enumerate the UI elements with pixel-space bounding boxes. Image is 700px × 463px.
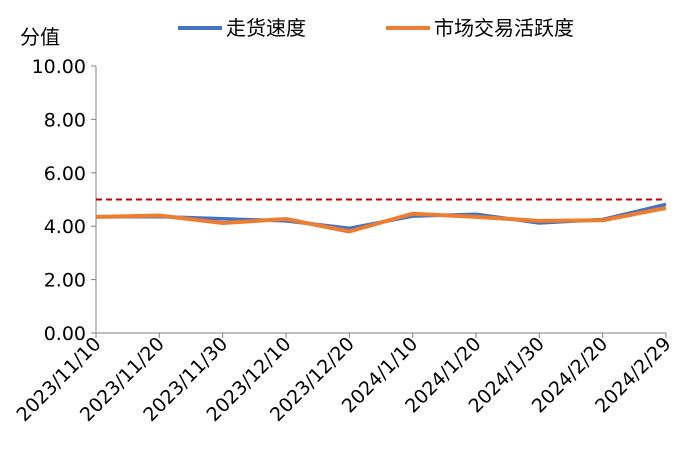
y-tick-label: 8.00 [44,109,86,131]
y-tick-label: 10.00 [32,56,86,78]
y-tick-label: 0.00 [44,323,86,345]
y-tick-label: 6.00 [44,163,86,185]
y-axis-label: 分值 [20,25,60,49]
legend-label-speed: 走货速度 [226,16,306,40]
x-ticks: 2023/11/102023/11/202023/11/302023/12/10… [13,333,676,426]
series-group [95,202,667,234]
legend-label-activity: 市场交易活跃度 [434,16,574,40]
legend: 走货速度 市场交易活跃度 [178,16,574,40]
series-line-activity [95,206,667,234]
y-tick-label: 2.00 [44,270,86,292]
y-ticks: 0.00 2.00 4.00 6.00 8.00 10.00 [32,56,96,345]
y-tick-label: 4.00 [44,216,86,238]
